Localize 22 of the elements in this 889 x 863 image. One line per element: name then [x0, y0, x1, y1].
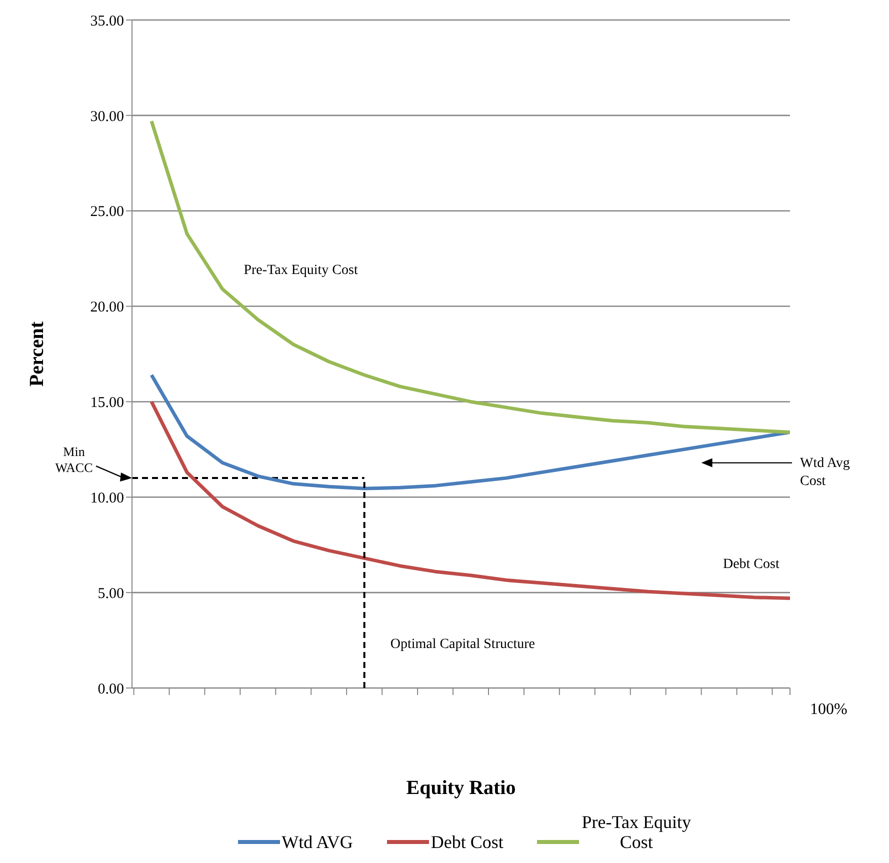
legend-label: Pre-Tax Equity Cost: [581, 812, 692, 852]
line-series: [150, 119, 790, 434]
line-series: [150, 400, 790, 600]
x-axis-title: Equity Ratio: [406, 777, 516, 799]
text: Wtd Avg Cost: [800, 456, 850, 489]
text: 100%: [810, 701, 848, 718]
ref-line-label: Min WACC: [55, 444, 93, 476]
y-tick-label: 15.00: [90, 395, 124, 412]
annotation: Pre-Tax Equity Cost: [244, 262, 358, 278]
legend-label: Wtd AVG: [282, 832, 353, 852]
y-tick-label: 0.00: [98, 681, 124, 698]
y-tick-label: 25.00: [90, 204, 124, 220]
annotation: Debt Cost: [722, 556, 780, 572]
line-series: [150, 373, 790, 490]
y-tick-label: 35.00: [90, 13, 124, 30]
y-axis-title: Percent: [26, 321, 48, 387]
y-tick-label: 30.00: [90, 108, 124, 125]
y-tick-label: 5.00: [98, 586, 124, 602]
annotation: Optimal Capital Structure: [390, 636, 535, 652]
y-tick-label: 20.00: [90, 300, 124, 316]
y-tick-label: 10.00: [90, 490, 124, 506]
legend-label: Debt Cost: [430, 832, 504, 852]
